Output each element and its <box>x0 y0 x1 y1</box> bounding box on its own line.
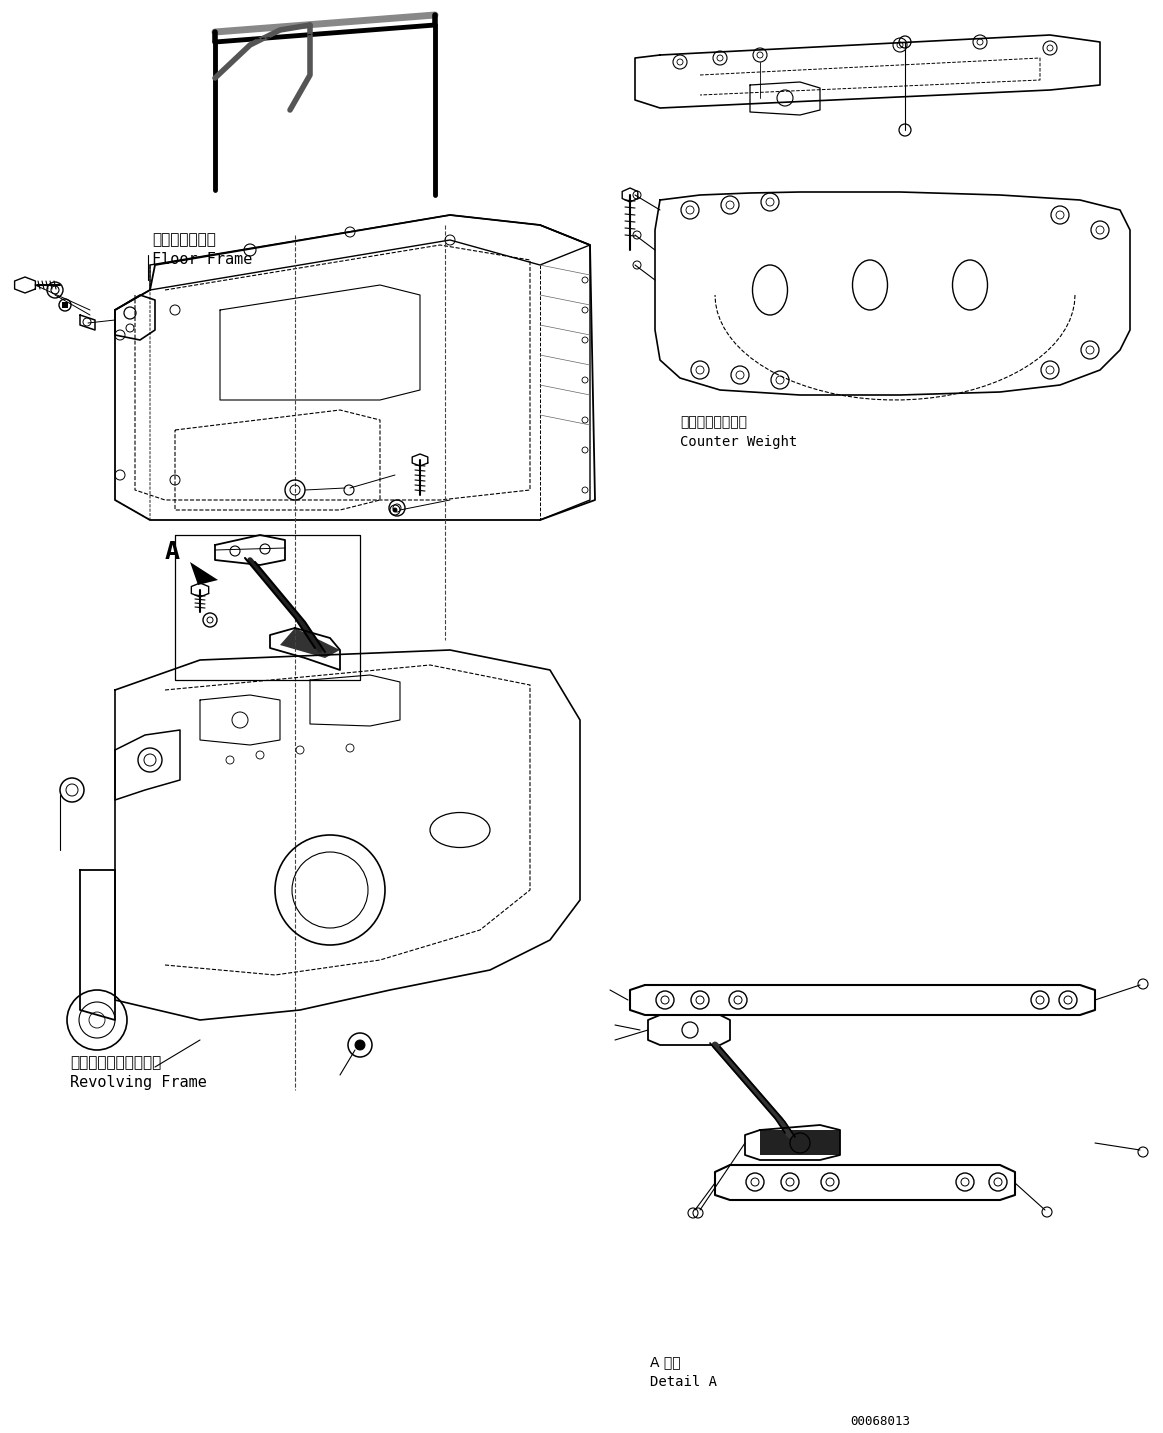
Text: フロアフレーム: フロアフレーム <box>152 232 216 246</box>
Polygon shape <box>280 628 340 658</box>
Circle shape <box>393 509 397 512</box>
Text: カウンタウエイト: カウンタウエイト <box>680 416 747 428</box>
Polygon shape <box>759 1131 840 1155</box>
Text: Detail A: Detail A <box>650 1376 718 1389</box>
Text: Revolving Frame: Revolving Frame <box>70 1075 207 1091</box>
Text: Counter Weight: Counter Weight <box>680 436 798 449</box>
Text: Floor Frame: Floor Frame <box>152 252 252 267</box>
Polygon shape <box>62 302 67 308</box>
Text: A: A <box>165 540 180 565</box>
Text: レボルビングフレーム: レボルビングフレーム <box>70 1055 162 1070</box>
Text: A 詳細: A 詳細 <box>650 1356 680 1369</box>
Polygon shape <box>190 562 217 585</box>
Text: 00068013: 00068013 <box>850 1414 909 1429</box>
Circle shape <box>355 1040 365 1050</box>
